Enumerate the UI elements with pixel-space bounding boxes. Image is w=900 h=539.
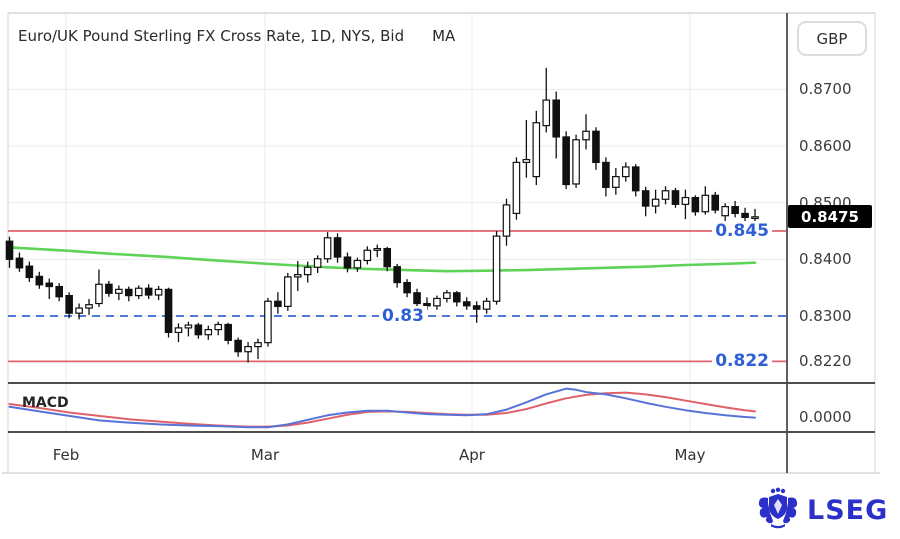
lseg-crest-icon: [756, 487, 800, 533]
time-axis-label: May: [674, 446, 706, 464]
support-level-label[interactable]: 0.822: [712, 351, 772, 372]
lseg-logo: LSEG: [756, 487, 888, 533]
price-axis-label: 0.8300: [799, 307, 852, 325]
macd-zero-label: 0.0000: [799, 408, 852, 426]
ma-indicator-label[interactable]: MA: [432, 27, 456, 45]
symbol-title: Euro/UK Pound Sterling FX Cross Rate, 1D…: [18, 27, 405, 45]
time-axis-label: Apr: [459, 446, 485, 464]
lseg-logo-text: LSEG: [807, 494, 889, 526]
price-axis-label: 0.8400: [799, 250, 852, 269]
resistance-level-label[interactable]: 0.845: [712, 221, 772, 241]
price-axis-label: 0.8700: [799, 80, 852, 99]
macd-indicator-label[interactable]: MACD: [22, 395, 69, 411]
currency-button-label: GBP: [816, 29, 848, 48]
last-price-badge: 0.8475: [788, 205, 872, 229]
chart-title-row: Euro/UK Pound Sterling FX Cross Rate, 1D…: [18, 27, 455, 45]
time-axis-label: Mar: [250, 446, 280, 464]
currency-button[interactable]: GBP: [797, 21, 867, 56]
pivot-level-label[interactable]: 0.83: [379, 306, 427, 326]
price-axis-label: 0.8220: [799, 352, 852, 371]
price-axis-label: 0.8600: [799, 136, 852, 155]
last-price-value: 0.8475: [801, 207, 859, 226]
time-axis-label: Feb: [52, 446, 80, 464]
